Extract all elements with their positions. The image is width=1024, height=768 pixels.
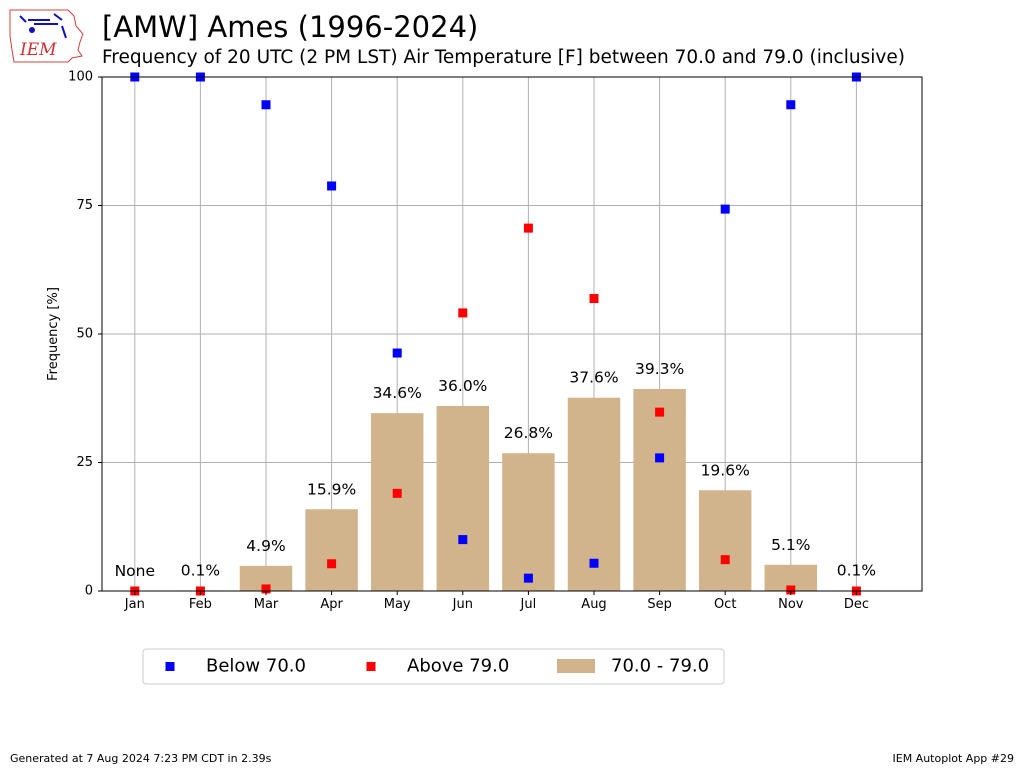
legend-swatch (557, 659, 595, 673)
y-axis-label: Frequency [%] (46, 287, 61, 381)
bar-value-label: None (115, 562, 155, 580)
axes: Jan Feb Mar Apr May Jun Jul Aug Sep Oct Nov Dec 0 25 5… (68, 70, 869, 613)
page-subtitle: Frequency of 20 UTC (2 PM LST) Air Tempe… (102, 47, 905, 68)
data-point-marker (261, 100, 271, 110)
y-tick-label: 75 (76, 198, 93, 213)
data-point-marker (589, 558, 599, 568)
data-point-marker (327, 559, 337, 569)
bar-value-label: 5.1% (771, 536, 810, 554)
data-point-marker (720, 555, 730, 565)
x-tick-label: Jul (520, 597, 537, 612)
bar-series (174, 388, 883, 591)
data-point-marker (458, 308, 468, 318)
bar-value-label: 34.6% (373, 384, 422, 402)
logo-text: IEM (19, 40, 57, 60)
data-point-marker (458, 535, 468, 545)
bar (502, 453, 555, 591)
iem-logo: IEM (9, 9, 84, 63)
data-point-marker (655, 407, 665, 417)
legend: Below 70.0 Above 79.0 70.0 - 79.0 (142, 648, 725, 685)
iowa-outline-icon (9, 9, 84, 63)
x-tick-label: Nov (778, 597, 804, 612)
legend-box (142, 648, 725, 685)
bar (698, 490, 752, 591)
legend-swatch (366, 662, 376, 671)
bar-value-label: 4.9% (246, 537, 285, 555)
x-tick-label: Dec (844, 597, 869, 612)
y-tick-label: 50 (76, 327, 93, 342)
app-label: IEM Autoplot App #29 (892, 752, 1015, 765)
bar-value-label: 26.8% (504, 424, 553, 442)
legend-swatch (165, 662, 175, 671)
data-point-marker (655, 453, 665, 463)
data-point-marker (392, 348, 402, 358)
bar-value-label: 19.6% (701, 461, 750, 479)
data-point-marker (392, 488, 402, 498)
y-tick-label: 25 (76, 455, 93, 470)
x-tick-label: Oct (714, 597, 736, 612)
x-tick-label: Feb (189, 597, 212, 612)
data-point-marker (261, 584, 271, 594)
data-point-marker (523, 223, 533, 233)
data-point-marker (589, 294, 599, 304)
legend-label: 70.0 - 79.0 (611, 656, 709, 677)
data-point-marker (523, 573, 533, 583)
bar-value-label: 0.1% (837, 561, 876, 579)
bar-value-label: 39.3% (635, 360, 684, 378)
data-point-marker (786, 585, 796, 595)
x-tick-label: Aug (581, 597, 606, 612)
legend-label: Below 70.0 (206, 656, 306, 677)
x-tick-label: Jun (452, 597, 473, 612)
x-tick-label: Sep (647, 597, 672, 612)
bar (305, 509, 358, 591)
bar-value-label: 0.1% (181, 561, 220, 579)
legend-label: Above 79.0 (407, 656, 509, 677)
page-title: [AMW] Ames (1996-2024) (102, 10, 479, 44)
bar (436, 405, 490, 591)
y-tick-label: 100 (68, 70, 93, 85)
y-tick-label: 0 (85, 584, 93, 599)
x-tick-label: Apr (320, 597, 343, 612)
generated-timestamp: Generated at 7 Aug 2024 7:23 PM CDT in 2… (10, 752, 272, 765)
x-tick-label: May (384, 597, 411, 612)
x-tick-label: Mar (254, 597, 279, 612)
x-tick-label: Jan (124, 597, 145, 612)
bar (633, 388, 686, 591)
bar-value-label: 15.9% (307, 480, 356, 498)
bar (370, 413, 424, 591)
bar-value-labels: None 0.1% 4.9% 15.9% 34.6% 36.0% 26.8% 37.6% 39.… (115, 360, 877, 580)
data-point-marker (327, 181, 337, 191)
bar-value-label: 37.6% (569, 369, 618, 387)
bar-value-label: 36.0% (438, 377, 487, 395)
weather-station-icon (19, 13, 67, 39)
data-point-marker (786, 100, 796, 110)
data-point-marker (720, 204, 730, 214)
